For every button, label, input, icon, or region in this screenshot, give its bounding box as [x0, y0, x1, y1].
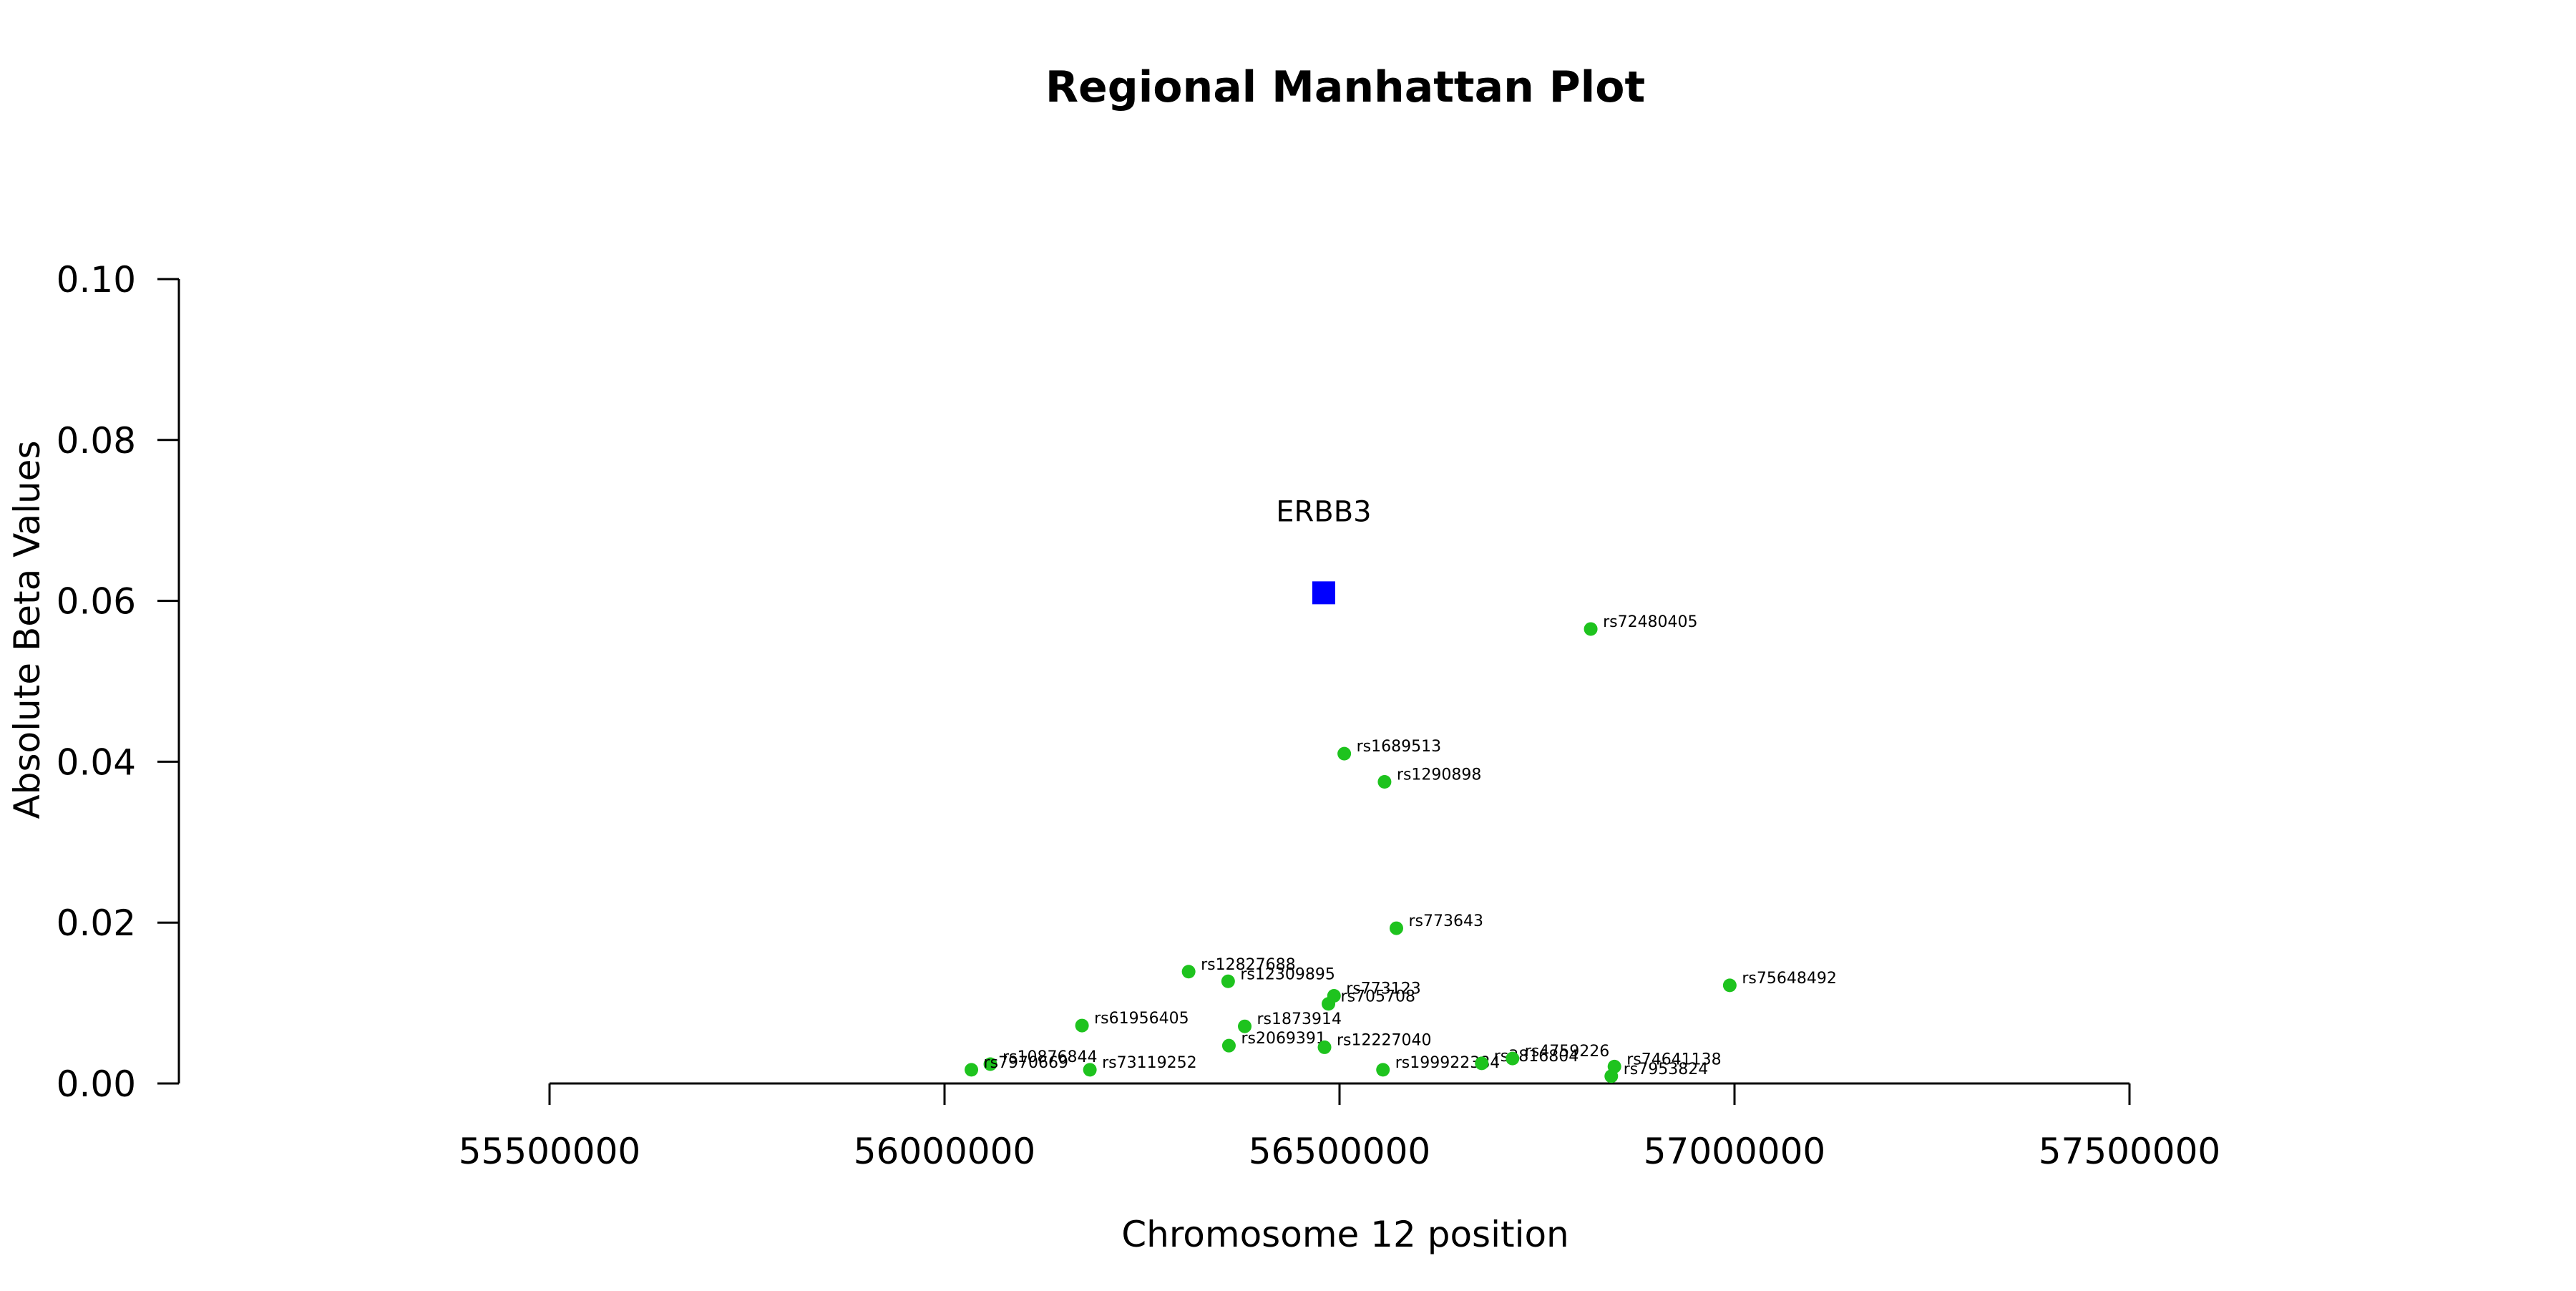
- snp-label: rs12227040: [1337, 1031, 1431, 1049]
- y-tick-label: 0.04: [57, 741, 136, 783]
- snp-label: rs7970669: [984, 1054, 1069, 1072]
- x-axis-label: Chromosome 12 position: [1121, 1214, 1569, 1255]
- snp-point: [1317, 1040, 1332, 1054]
- y-axis-label: Absolute Beta Values: [6, 441, 48, 819]
- snp-point: [1337, 746, 1352, 761]
- snp-point: [1389, 921, 1403, 935]
- snp-point: [1181, 965, 1196, 979]
- snp-label: rs7953824: [1624, 1061, 1709, 1078]
- snp-label: rs1689513: [1357, 738, 1442, 756]
- snp-point: [1075, 1018, 1089, 1033]
- chart-title: Regional Manhattan Plot: [1045, 62, 1645, 112]
- snp-point: [965, 1063, 979, 1077]
- snp-label: rs72480405: [1603, 613, 1697, 631]
- snp-point: [1475, 1056, 1489, 1071]
- snp-label: rs61956405: [1094, 1010, 1189, 1028]
- snp-label: rs705708: [1341, 988, 1416, 1006]
- snp-label: rs75648492: [1742, 970, 1836, 988]
- y-tick-label: 0.10: [57, 259, 136, 301]
- snp-label: rs2069391: [1241, 1030, 1326, 1048]
- snp-label: rs1873914: [1257, 1010, 1342, 1028]
- y-tick-label: 0.00: [57, 1063, 136, 1105]
- x-tick-label: 57500000: [2039, 1131, 2221, 1172]
- plot-area: rs72480405 rs1689513 rs1290898 rs773643 rs75…: [965, 495, 1837, 1083]
- snp-point: [1506, 1051, 1520, 1066]
- snp-label: rs73119252: [1102, 1054, 1196, 1072]
- snp-label: rs4759226: [1525, 1043, 1610, 1061]
- snp-label: rs773123: [1346, 980, 1421, 998]
- snp-label: rs12827688: [1201, 956, 1295, 974]
- snp-point: [1376, 1063, 1390, 1077]
- snp-point: [1221, 1038, 1236, 1053]
- x-tick-label: 55500000: [459, 1131, 641, 1172]
- y-axis: 0.00 0.02 0.04 0.06 0.08 0.10: [57, 259, 180, 1105]
- y-tick-label: 0.08: [57, 420, 136, 462]
- snp-label: rs1290898: [1397, 766, 1482, 784]
- gene-point: [1312, 581, 1335, 605]
- snp-label: rs12309895: [1240, 965, 1335, 983]
- snp-point: [1377, 775, 1392, 789]
- snp-point: [983, 1057, 997, 1071]
- gene-label: ERBB3: [1276, 495, 1371, 528]
- y-tick-label: 0.02: [57, 902, 136, 944]
- snp-point: [1238, 1019, 1252, 1033]
- snp-point: [1322, 997, 1336, 1011]
- x-tick-label: 56000000: [854, 1131, 1036, 1172]
- snp-label: rs773643: [1408, 912, 1483, 930]
- snp-label: rs74641138: [1626, 1051, 1721, 1068]
- snp-point: [1221, 974, 1235, 988]
- x-axis: 55500000 56000000 56500000 57000000 57500000: [459, 1082, 2221, 1172]
- x-tick-label: 56500000: [1249, 1131, 1431, 1172]
- snp-point: [1083, 1063, 1097, 1077]
- snp-point: [1604, 1069, 1619, 1083]
- snp-point: [1584, 622, 1598, 636]
- snp-point: [1722, 978, 1737, 993]
- x-tick-label: 57000000: [1644, 1131, 1826, 1172]
- snp-label: rs10876844: [1002, 1048, 1097, 1066]
- y-tick-label: 0.06: [57, 581, 136, 623]
